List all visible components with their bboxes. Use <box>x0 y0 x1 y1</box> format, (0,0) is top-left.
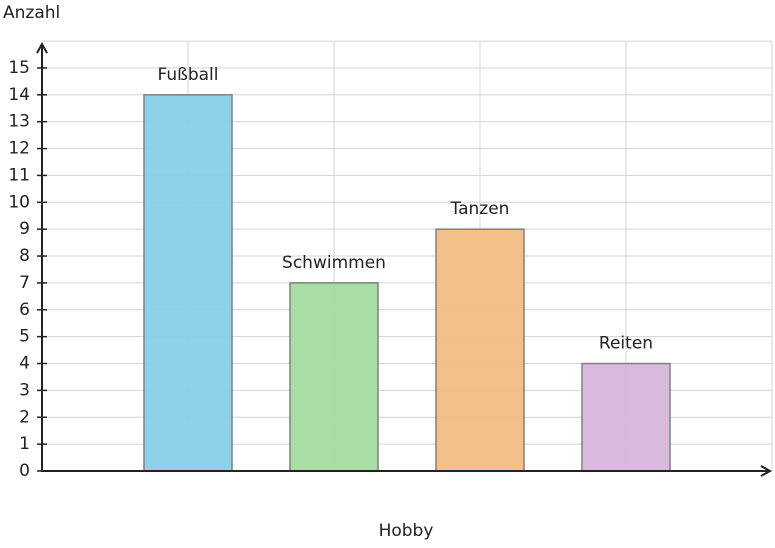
y-tick-label: 15 <box>8 58 30 78</box>
y-tick-label: 1 <box>19 434 30 454</box>
bar <box>435 228 525 472</box>
y-tick-label: 11 <box>8 165 30 185</box>
y-tick-label: 9 <box>19 219 30 239</box>
bar-label: Reiten <box>599 334 653 354</box>
y-tick-label: 8 <box>19 246 30 266</box>
y-axis-label: Anzahl <box>3 3 60 23</box>
y-tick-label: 13 <box>8 112 30 132</box>
y-tick-label: 3 <box>19 380 30 400</box>
y-tick-label: 2 <box>19 407 30 427</box>
bar <box>581 362 671 472</box>
y-tick-label: 4 <box>19 354 30 374</box>
bar-label: Schwimmen <box>282 253 386 273</box>
bar <box>143 94 233 472</box>
x-axis-label: Hobby <box>379 521 434 541</box>
y-tick-label: 14 <box>8 85 30 105</box>
axes <box>36 41 773 477</box>
bar-label: Fußball <box>158 65 219 85</box>
y-tick-label: 10 <box>8 192 30 212</box>
y-tick-label: 5 <box>19 327 30 347</box>
bar <box>289 282 379 472</box>
bars <box>143 94 671 472</box>
y-tick-label: 12 <box>8 139 30 159</box>
bar-label: Tanzen <box>450 199 510 219</box>
x-axis-arrow <box>760 465 773 477</box>
y-tick-label: 7 <box>19 273 30 293</box>
y-tick-label: 6 <box>19 300 30 320</box>
y-axis-arrow <box>36 41 48 54</box>
y-tick-label: 0 <box>19 461 30 481</box>
